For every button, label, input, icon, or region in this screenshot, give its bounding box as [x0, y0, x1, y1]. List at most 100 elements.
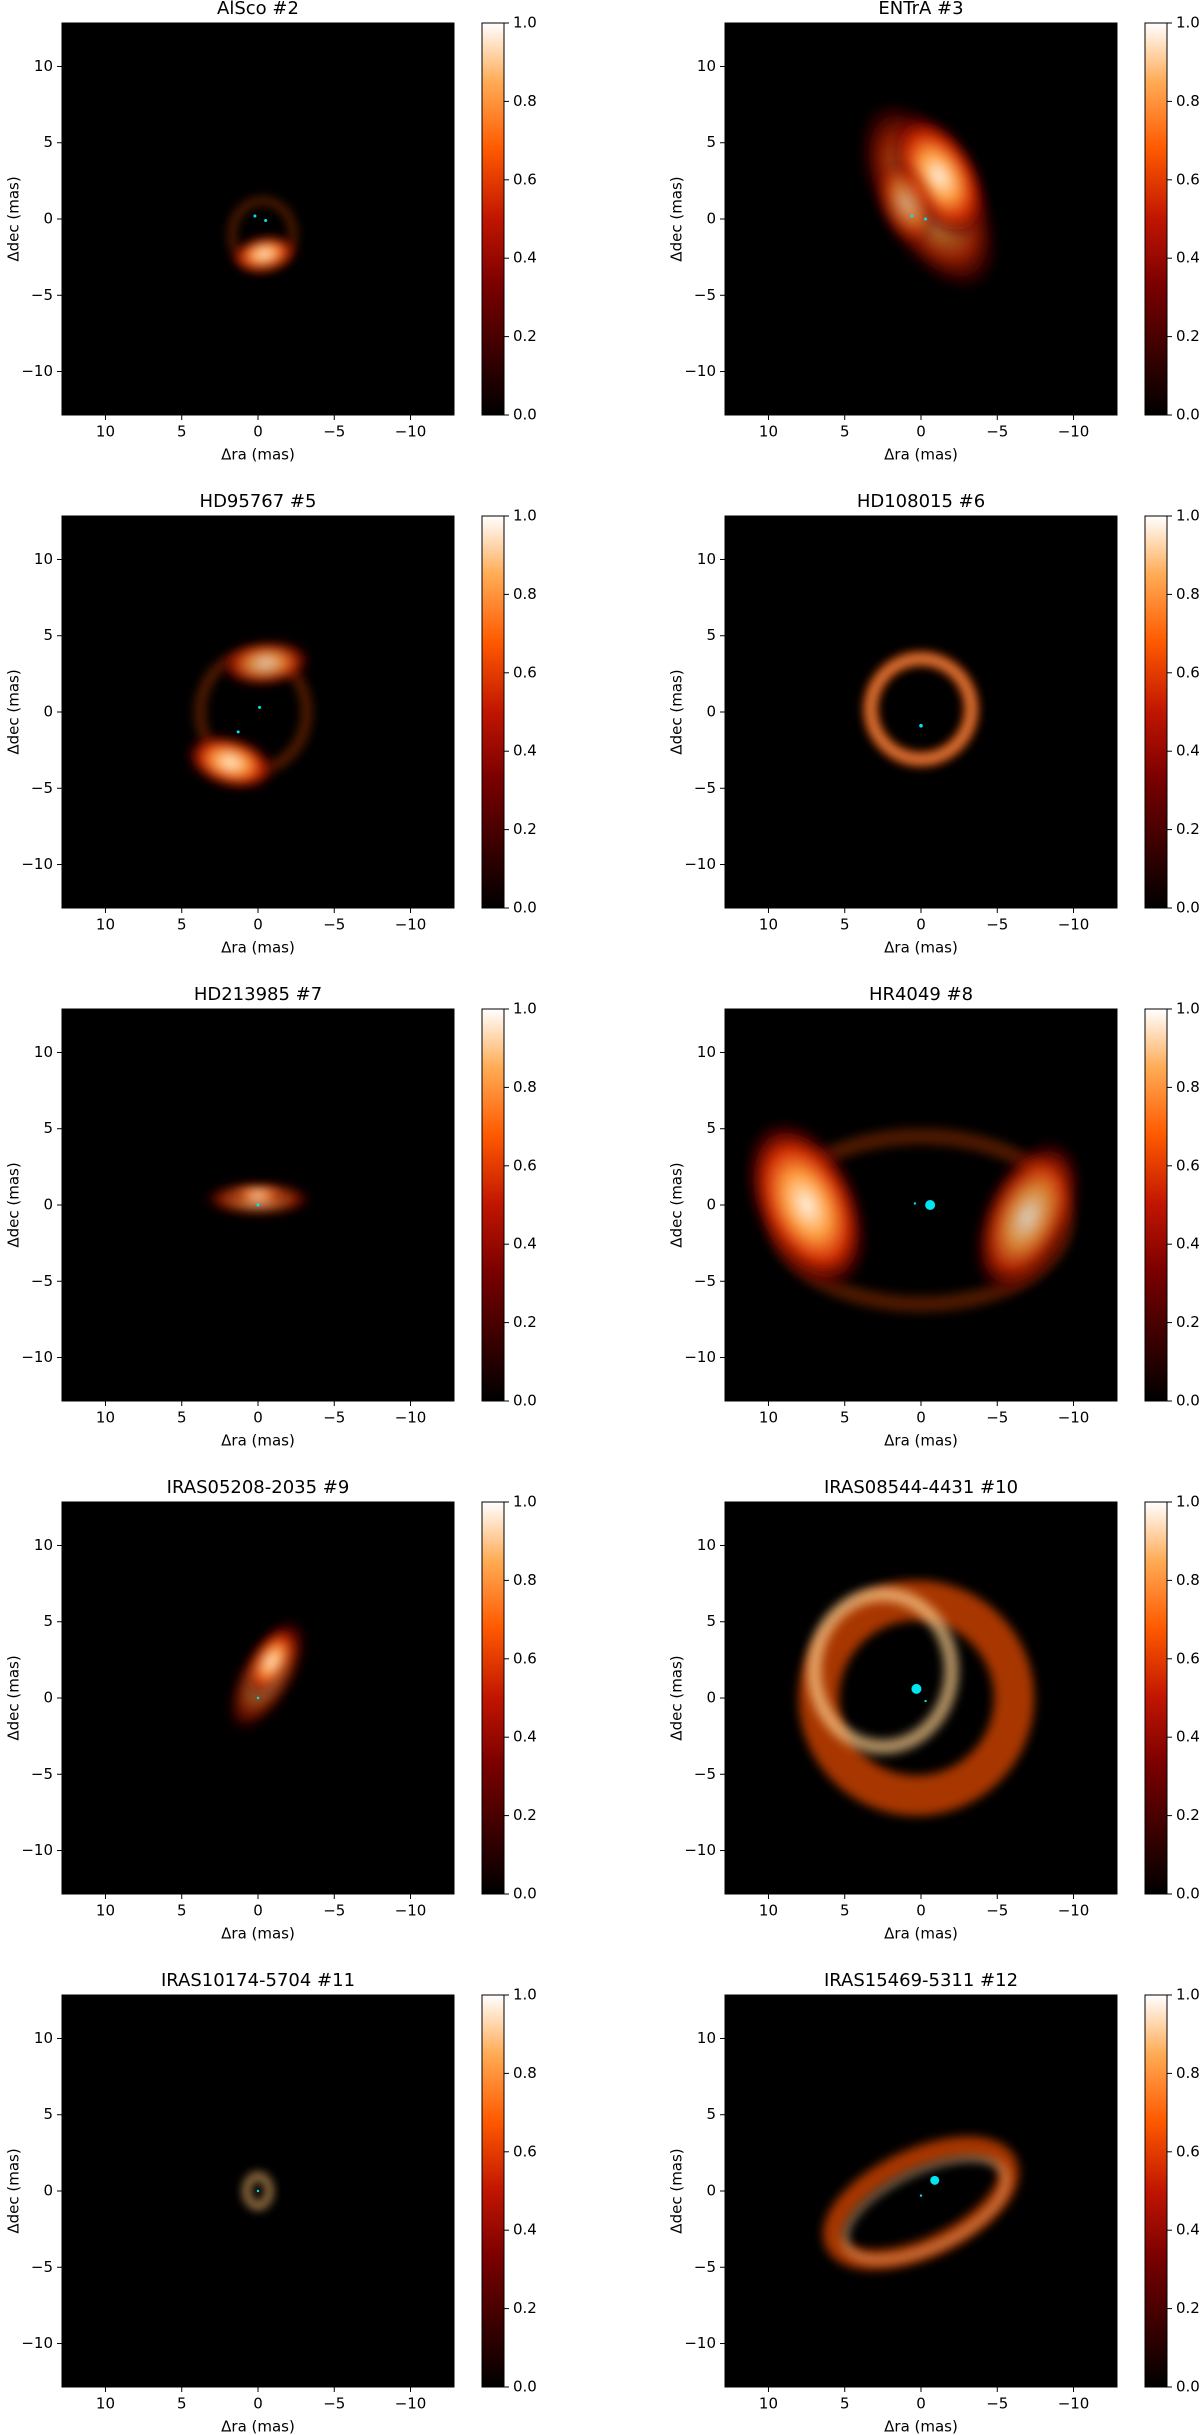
x-axis-label: Δra (mas) [884, 2418, 958, 2435]
y-tick-label: 0 [43, 703, 53, 721]
colorbar-tick-label: 0.8 [1176, 1571, 1200, 1589]
colorbar-tick-label: 0.4 [513, 2221, 537, 2239]
y-tick-label: −10 [684, 2334, 716, 2352]
colorbar [1144, 1501, 1168, 1895]
star [924, 217, 928, 221]
y-tick-label: −5 [694, 2258, 716, 2276]
colorbar-tick-label: 0.0 [513, 406, 537, 424]
colorbar-tick-label: 0.0 [1176, 1392, 1200, 1410]
colorbar-tick-label: 0.0 [513, 1392, 537, 1410]
y-tick-label: 10 [34, 2029, 53, 2047]
y-tick-label: 10 [697, 57, 716, 75]
x-tick-label: −5 [986, 423, 1008, 441]
y-axis-label: Δdec (mas) [5, 1655, 23, 1740]
colorbar-tick-label: 0.6 [1176, 170, 1200, 188]
x-tick-label: 10 [759, 1902, 778, 1920]
colorbar-tick-label: 0.6 [1176, 663, 1200, 681]
panel-title: IRAS08544-4431 #10 [824, 1477, 1018, 1498]
star [913, 1202, 917, 1205]
emission-blob [185, 734, 276, 791]
colorbar [481, 1994, 505, 2388]
panel: IRAS15469-5311 #12 10 5 0 −5 −10 −10 −5 0 5 10 Δra … [668, 1970, 1200, 2435]
colorbar-tick-label: 0.4 [1176, 1235, 1200, 1253]
x-tick-label: 0 [253, 2395, 263, 2413]
x-tick-label: −5 [323, 1902, 345, 1920]
colorbar-tick-label: 0.6 [1176, 1156, 1200, 1174]
x-tick-label: 10 [96, 1409, 115, 1427]
y-tick-label: 5 [706, 1612, 716, 1630]
y-tick-label: 0 [706, 210, 716, 228]
colorbar-tick-label: 0.4 [513, 1235, 537, 1253]
star [256, 2189, 260, 2193]
star [256, 1696, 260, 1700]
colorbar-tick-label: 0.8 [1176, 2064, 1200, 2082]
star [911, 1683, 922, 1694]
y-axis-label: Δdec (mas) [668, 2148, 686, 2233]
colorbar-tick-label: 0.2 [513, 1313, 537, 1331]
y-axis-label: Δdec (mas) [668, 1162, 686, 1247]
colorbar-tick-label: 1.0 [1176, 1986, 1200, 2004]
y-tick-label: 5 [706, 1119, 716, 1137]
y-tick-label: −10 [21, 362, 53, 380]
colorbar-tick-label: 0.0 [513, 2378, 537, 2396]
colorbar-tick-label: 1.0 [1176, 1493, 1200, 1511]
panel-title: IRAS10174-5704 #11 [161, 1970, 355, 1991]
x-tick-label: −5 [323, 1409, 345, 1427]
y-tick-label: 5 [706, 2105, 716, 2123]
colorbar-tick-label: 0.6 [1176, 1649, 1200, 1667]
colorbar-tick-label: 0.0 [1176, 1885, 1200, 1903]
x-tick-label: 10 [96, 2395, 115, 2413]
x-tick-label: 0 [253, 1409, 263, 1427]
colorbar-tick-label: 0.2 [513, 327, 537, 345]
x-tick-label: −10 [1058, 916, 1090, 934]
x-tick-label: 5 [177, 423, 187, 441]
image-background [725, 516, 1117, 908]
y-tick-label: 10 [34, 57, 53, 75]
star [919, 2194, 923, 2197]
y-tick-label: −5 [31, 779, 53, 797]
colorbar [481, 515, 505, 909]
image [229, 197, 298, 274]
y-tick-label: 5 [706, 133, 716, 151]
colorbar-tick-label: 0.4 [1176, 2221, 1200, 2239]
y-axis-label: Δdec (mas) [5, 1162, 23, 1247]
y-tick-label: 0 [706, 703, 716, 721]
x-tick-label: 10 [759, 2395, 778, 2413]
colorbar-tick-label: 1.0 [513, 507, 537, 525]
y-tick-label: −10 [21, 1841, 53, 1859]
colorbar [1144, 1008, 1168, 1402]
colorbar-tick-label: 0.6 [513, 1649, 537, 1667]
x-tick-label: −5 [323, 916, 345, 934]
colorbar-tick-label: 0.8 [513, 1571, 537, 1589]
y-tick-label: −10 [21, 2334, 53, 2352]
colorbar-tick-label: 0.4 [1176, 742, 1200, 760]
y-tick-label: −5 [694, 779, 716, 797]
x-axis-label: Δra (mas) [884, 939, 958, 957]
star [924, 1699, 927, 1703]
image-background [725, 1502, 1117, 1894]
colorbar-tick-label: 0.8 [513, 1078, 537, 1096]
panel-title: HD95767 #5 [200, 491, 317, 512]
y-tick-label: −5 [694, 1272, 716, 1290]
colorbar-tick-label: 1.0 [513, 1986, 537, 2004]
x-tick-label: −10 [395, 423, 427, 441]
x-tick-label: 5 [840, 916, 850, 934]
star [236, 730, 240, 734]
y-tick-label: 0 [706, 2182, 716, 2200]
star [925, 1200, 936, 1210]
y-tick-label: 0 [43, 1689, 53, 1707]
colorbar-tick-label: 0.4 [513, 249, 537, 267]
colorbar [1144, 515, 1168, 909]
colorbar-tick-label: 0.0 [513, 1885, 537, 1903]
y-tick-label: −5 [694, 286, 716, 304]
x-axis-label: Δra (mas) [884, 446, 958, 464]
panel: IRAS08544-4431 #10 10 5 0 −5 −10 −10 −5 0 5 10 Δra … [668, 1477, 1200, 1943]
panel: IRAS05208-2035 #9 10 5 0 −5 −10 −10 −5 0 5 10 Δra (… [5, 1477, 537, 1943]
x-tick-label: −10 [1058, 1902, 1090, 1920]
colorbar-tick-label: 1.0 [1176, 14, 1200, 32]
colorbar-tick-label: 0.6 [513, 663, 537, 681]
x-tick-label: 5 [177, 2395, 187, 2413]
y-tick-label: −5 [31, 286, 53, 304]
emission-ring [807, 1587, 959, 1754]
image [244, 2173, 272, 2209]
